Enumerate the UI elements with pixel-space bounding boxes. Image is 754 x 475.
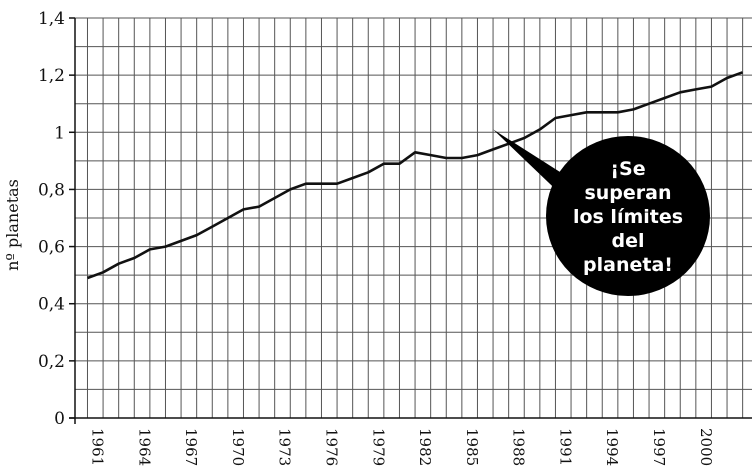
y-tick-label: 0,6: [38, 238, 65, 258]
callout-text-line: los límites: [573, 206, 683, 228]
y-tick-label: 1: [54, 123, 65, 143]
series: [87, 71, 744, 280]
x-tick-label: 1973: [276, 428, 294, 466]
x-tick-label: 1967: [182, 428, 200, 466]
x-tick-label: 1961: [88, 428, 106, 466]
x-tick-label: 1970: [229, 428, 247, 466]
x-tick-label: 1979: [369, 428, 387, 466]
x-tick-label: 1988: [510, 428, 528, 466]
y-tick-label: 1,4: [38, 9, 65, 29]
x-tick-labels: 1961 1964 1967 1970 1973 1976 1979 1982 1985 1988…: [88, 428, 714, 466]
y-tick-label: 1,2: [38, 66, 65, 86]
y-tick-label: 0,2: [38, 352, 65, 372]
callout-text-line: del: [612, 230, 645, 252]
callout-text-line: ¡Se: [610, 158, 645, 180]
axes: [69, 17, 752, 424]
y-tick-labels: 0 0,2 0,4 0,6 0,8 1 1,2 1,4: [38, 9, 65, 429]
x-tick-label: 1976: [322, 428, 340, 466]
y-axis-title: nº planetas: [3, 179, 22, 271]
x-tick-label: 1994: [603, 428, 621, 466]
x-tick-label: 1964: [135, 428, 153, 466]
x-tick-label: 2000: [697, 428, 715, 466]
x-tick-label: 1991: [556, 428, 574, 466]
x-tick-label: 1982: [416, 428, 434, 466]
x-tick-label: 1997: [650, 428, 668, 466]
series-line: [87, 71, 744, 280]
callout-text-line: superan: [584, 182, 671, 204]
y-tick-label: 0: [54, 409, 65, 429]
y-tick-label: 0,4: [38, 295, 65, 315]
callout-bubble: [546, 136, 710, 296]
x-tick-label: 1985: [463, 428, 481, 466]
callout-pointer: [493, 129, 572, 205]
y-tick-label: 0,8: [38, 180, 65, 200]
grid: [75, 17, 752, 419]
callout-text-line: planeta!: [583, 254, 673, 276]
